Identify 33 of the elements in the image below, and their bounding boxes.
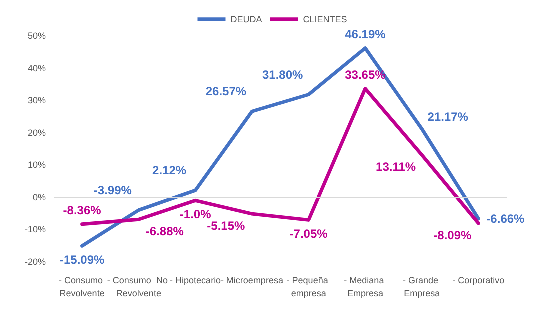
x-tick-label: - Hipotecario — [170, 276, 222, 286]
y-tick-label: 20% — [28, 128, 46, 138]
data-label: 46.19% — [345, 27, 386, 42]
data-label: -1.0% — [180, 208, 212, 222]
y-tick-label: 10% — [28, 160, 46, 170]
data-label: -3.99% — [94, 183, 132, 198]
x-tick-label: - Microempresa — [220, 276, 284, 286]
data-label: 26.57% — [206, 84, 247, 99]
data-label: -7.05% — [290, 227, 328, 242]
y-tick-label: 50% — [28, 31, 46, 41]
data-label: -5.15% — [207, 219, 246, 234]
x-tick-label: - Consumo No Revolvente — [107, 276, 170, 298]
y-tick-label: 0% — [32, 192, 46, 202]
data-label: -15.09% — [60, 253, 105, 268]
y-tick-label: -20% — [24, 257, 46, 267]
y-tick-label: 30% — [28, 96, 46, 106]
data-label: 31.80% — [262, 68, 304, 82]
y-tick-label: -10% — [24, 224, 46, 235]
x-tick-label: - Grande Empresa — [403, 276, 442, 298]
data-label: 21.17% — [428, 110, 469, 124]
data-label: -8.09% — [434, 228, 472, 243]
data-label: -6.88% — [146, 224, 184, 239]
legend-label: CLIENTES — [303, 14, 348, 24]
data-label: -6.66% — [486, 212, 526, 226]
data-label: -8.36% — [63, 203, 102, 218]
x-tick-label: - Corporativo — [452, 276, 505, 286]
data-label: 2.12% — [152, 164, 187, 178]
x-tick-label: - Pequeña empresa — [286, 276, 331, 298]
x-tick-label: - Mediana Empresa — [344, 276, 387, 298]
y-tick-label: 40% — [28, 63, 46, 74]
data-label: 13.11% — [376, 160, 416, 174]
legend-label: DEUDA — [230, 14, 262, 24]
x-tick-label: - Consumo Revolvente — [59, 276, 106, 298]
